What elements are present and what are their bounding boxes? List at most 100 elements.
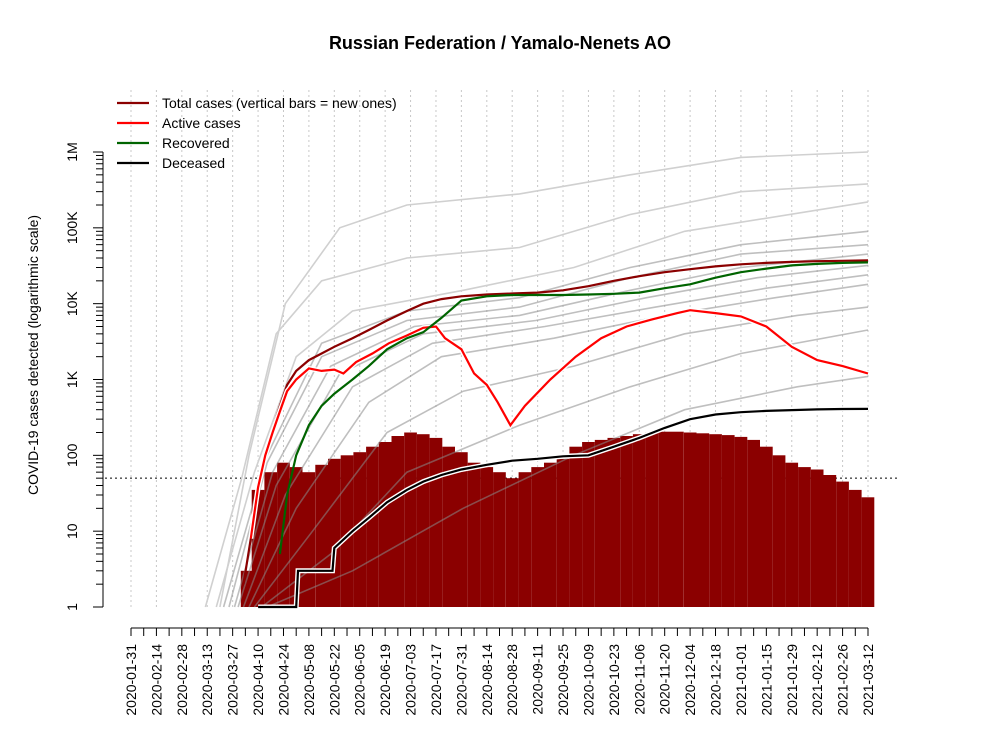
x-tick-label: 2020-09-25 xyxy=(555,644,571,716)
new-cases-bar xyxy=(264,472,278,607)
legend-label: Active cases xyxy=(162,115,241,131)
new-cases-bar xyxy=(582,442,595,607)
comparison-line xyxy=(233,253,869,608)
legend-label: Deceased xyxy=(162,155,225,171)
series-line-2 xyxy=(278,261,869,555)
x-tick-label: 2021-02-12 xyxy=(809,644,825,716)
legend: Total cases (vertical bars = new ones) Ac… xyxy=(117,95,397,171)
x-tick-label: 2020-04-24 xyxy=(276,644,292,716)
x-tick-label: 2020-01-31 xyxy=(123,644,139,716)
new-cases-bar xyxy=(378,442,392,607)
new-cases-bar xyxy=(848,489,862,607)
y-tick-label: 1 xyxy=(64,603,80,611)
new-cases-bar xyxy=(747,439,760,607)
x-tick-label: 2021-02-26 xyxy=(835,644,851,716)
new-cases-bar xyxy=(328,458,341,607)
new-cases-bar xyxy=(429,437,443,607)
comparison-lines xyxy=(204,151,869,608)
new-cases-bar xyxy=(480,467,494,607)
y-tick-label: 1M xyxy=(64,142,80,161)
new-cases-bar xyxy=(721,435,735,607)
new-cases-bar xyxy=(607,437,621,607)
new-cases-bar xyxy=(442,446,455,607)
new-cases-bar xyxy=(594,439,608,607)
x-tick-label: 2020-03-27 xyxy=(225,644,241,716)
x-tick-label: 2020-08-28 xyxy=(504,644,520,716)
new-cases-bar xyxy=(861,497,875,607)
x-tick-label: 2021-01-01 xyxy=(733,644,749,716)
y-tick-label: 10K xyxy=(64,291,80,317)
y-axis: 1 10 100 1K 10K 100K 1M xyxy=(64,142,104,611)
y-tick-label: 100 xyxy=(64,443,80,467)
x-tick-label: 2020-07-31 xyxy=(453,644,469,716)
x-tick-label: 2020-08-14 xyxy=(479,644,495,716)
x-tick-label: 2020-10-09 xyxy=(580,644,596,716)
new-cases-bar xyxy=(467,462,481,607)
new-cases-bar xyxy=(518,472,532,607)
new-cases-bar xyxy=(366,446,379,607)
new-cases-bar xyxy=(785,462,799,607)
y-tick-label: 1K xyxy=(64,370,80,388)
x-tick-label: 2020-05-22 xyxy=(326,644,342,716)
new-cases-bar xyxy=(696,433,710,607)
chart-title: Russian Federation / Yamalo-Nenets AO xyxy=(329,33,671,53)
new-cases-bar xyxy=(569,446,583,607)
comparison-line xyxy=(204,183,869,608)
x-tick-label: 2020-11-20 xyxy=(657,644,673,715)
x-tick-label: 2021-01-15 xyxy=(758,644,774,716)
legend-label: Total cases (vertical bars = new ones) xyxy=(162,95,397,111)
x-tick-label: 2020-12-04 xyxy=(682,644,698,716)
x-tick-label: 2020-12-18 xyxy=(708,644,724,716)
new-cases-bar xyxy=(531,467,544,607)
comparison-line xyxy=(228,243,869,608)
legend-label: Recovered xyxy=(162,135,230,151)
x-tick-label: 2020-07-03 xyxy=(403,644,419,716)
new-cases-bar xyxy=(823,475,837,607)
x-tick-label: 2020-04-10 xyxy=(250,644,266,716)
comparison-line xyxy=(222,230,869,608)
new-cases-bar xyxy=(340,455,354,607)
new-cases-bar xyxy=(556,458,570,607)
comparison-line xyxy=(261,329,869,608)
new-cases-bar xyxy=(658,431,671,607)
new-cases-bar xyxy=(404,432,417,607)
y-tick-label: 10 xyxy=(64,523,80,539)
new-cases-bar xyxy=(810,469,824,607)
new-cases-bar xyxy=(734,436,748,607)
y-tick-label: 100K xyxy=(64,211,80,244)
new-cases-bar xyxy=(772,455,786,607)
new-cases-bar xyxy=(683,432,697,607)
x-tick-label: 2020-10-23 xyxy=(606,644,622,716)
series-line-3 xyxy=(258,407,869,609)
new-cases-bar xyxy=(632,434,646,607)
y-axis-label: COVID-19 cases detected (logarithmic sca… xyxy=(25,215,41,495)
x-tick-label: 2021-03-12 xyxy=(860,644,876,716)
new-cases-bar xyxy=(709,434,722,607)
x-tick-label: 2020-03-13 xyxy=(199,644,215,716)
x-tick-label: 2020-09-11 xyxy=(530,644,546,715)
x-tick-label: 2020-02-14 xyxy=(148,644,164,716)
series-line-1 xyxy=(249,309,869,539)
new-cases-bar xyxy=(544,462,557,607)
new-cases-bar xyxy=(505,478,519,607)
comparison-line xyxy=(242,274,869,608)
x-tick-label: 2020-06-05 xyxy=(352,644,368,716)
new-cases-bar xyxy=(620,436,633,607)
new-cases-bar xyxy=(493,472,506,607)
x-tick-label: 2021-01-29 xyxy=(784,644,800,716)
comparison-line xyxy=(248,283,869,608)
comparison-line xyxy=(237,264,869,608)
new-cases-bar xyxy=(760,446,773,607)
new-cases-bar xyxy=(455,452,468,607)
new-cases-bar xyxy=(416,434,430,607)
new-cases-bar xyxy=(798,467,811,607)
x-tick-label: 2020-11-06 xyxy=(631,644,647,715)
x-tick-label: 2020-02-28 xyxy=(174,644,190,716)
new-cases-bar xyxy=(671,431,684,607)
comparison-line xyxy=(215,201,869,608)
series-lines xyxy=(242,259,869,610)
x-axis: 2020-01-31 2020-02-14 2020-02-28 2020-03-13… xyxy=(123,627,876,716)
new-cases-bar xyxy=(391,436,405,607)
new-cases-bar xyxy=(645,432,659,607)
